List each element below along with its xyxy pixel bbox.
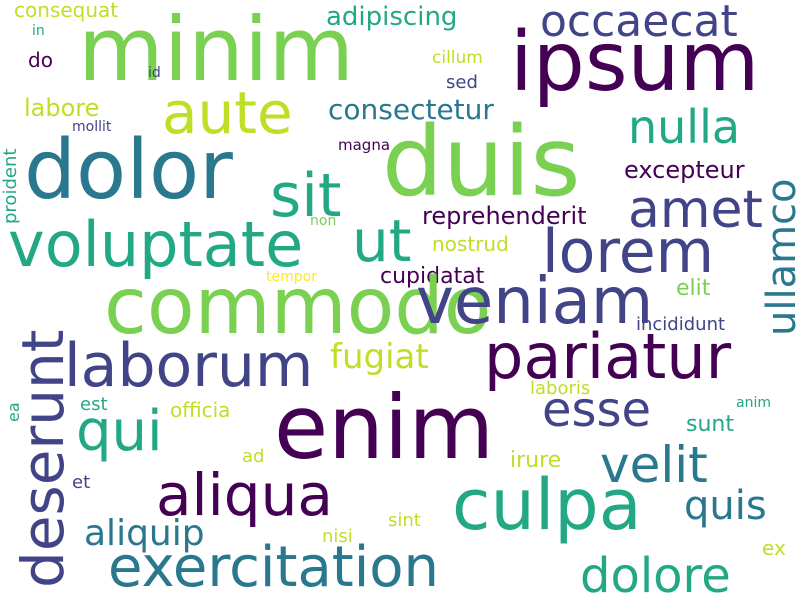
word-lorem: lorem xyxy=(542,217,715,287)
word-adipiscing: adipiscing xyxy=(326,2,458,32)
word-ea: ea xyxy=(4,402,23,422)
word-occaecat: occaecat xyxy=(540,0,738,47)
word-aliqua: aliqua xyxy=(156,461,333,529)
word-cupidatat: cupidatat xyxy=(380,264,485,289)
word-laborum: laborum xyxy=(64,331,314,401)
word-minim: minim xyxy=(78,0,355,101)
word-id: id xyxy=(148,65,161,81)
word-culpa: culpa xyxy=(452,464,642,546)
word-amet: amet xyxy=(628,180,763,240)
word-ex: ex xyxy=(762,536,786,560)
word-enim: enim xyxy=(274,376,495,479)
word-velit: velit xyxy=(600,436,708,494)
word-officia: officia xyxy=(170,398,231,422)
word-ipsum: ipsum xyxy=(510,15,760,110)
word-sint: sint xyxy=(388,510,421,531)
word-in: in xyxy=(32,23,45,39)
word-magna: magna xyxy=(338,136,391,154)
word-excepteur: excepteur xyxy=(624,156,745,184)
word-reprehenderit: reprehenderit xyxy=(422,202,587,230)
word-pariatur: pariatur xyxy=(484,320,732,393)
word-veniam: veniam xyxy=(416,265,654,339)
word-consequat: consequat xyxy=(14,0,119,22)
word-exercitation: exercitation xyxy=(108,535,440,600)
word-qui: qui xyxy=(76,399,163,464)
word-esse: esse xyxy=(542,382,652,438)
word-cillum: cillum xyxy=(432,48,483,68)
word-nostrud: nostrud xyxy=(432,232,509,256)
word-nulla: nulla xyxy=(628,100,741,154)
word-aute: aute xyxy=(162,79,293,147)
word-labore: labore xyxy=(24,94,100,122)
word-consectetur: consectetur xyxy=(328,93,494,126)
word-aliquip: aliquip xyxy=(84,513,205,554)
word-sed: sed xyxy=(446,72,478,93)
word-elit: elit xyxy=(676,276,711,301)
word-non: non xyxy=(310,213,337,229)
word-incididunt: incididunt xyxy=(636,314,726,335)
word-anim: anim xyxy=(736,395,771,411)
word-mollit: mollit xyxy=(72,119,112,135)
word-dolore: dolore xyxy=(580,548,731,600)
word-do: do xyxy=(28,48,53,72)
word-duis: duis xyxy=(382,106,581,218)
word-tempor: tempor xyxy=(266,269,317,285)
word-laboris: laboris xyxy=(530,378,591,399)
word-sunt: sunt xyxy=(686,412,734,437)
word-commodo: commodo xyxy=(104,262,492,352)
word-sit: sit xyxy=(270,161,342,231)
word-ad: ad xyxy=(242,446,265,467)
word-quis: quis xyxy=(684,483,767,529)
word-ullamco: ullamco xyxy=(759,178,800,336)
word-fugiat: fugiat xyxy=(330,337,429,377)
word-ut: ut xyxy=(352,207,412,275)
word-dolor: dolor xyxy=(24,123,233,218)
word-nisi: nisi xyxy=(322,526,353,547)
word-irure: irure xyxy=(510,448,562,473)
word-voluptate: voluptate xyxy=(8,208,304,281)
word-et: et xyxy=(72,472,91,493)
word-est: est xyxy=(80,394,108,415)
